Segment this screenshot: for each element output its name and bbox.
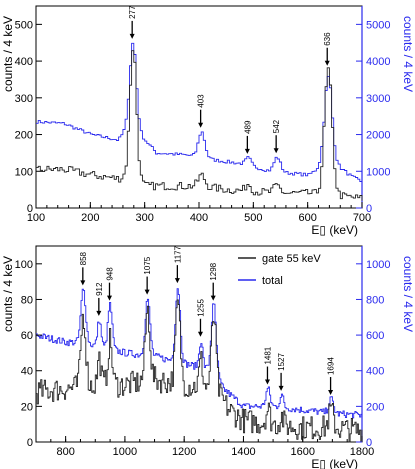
peak-arrow-head — [273, 148, 279, 154]
peak-label: 1177 — [173, 245, 182, 263]
y-right-tick-label: 0 — [366, 437, 372, 449]
peak-label: 1527 — [277, 353, 286, 371]
peak-arrow-head — [96, 310, 102, 316]
peak-label: 1075 — [143, 256, 152, 274]
y-right-tick-label: 1000 — [366, 259, 390, 271]
peak-label: 542 — [272, 119, 281, 133]
total-series-line — [36, 288, 363, 419]
y-right-tick-label: 400 — [366, 366, 384, 378]
y-left-tick-label: 400 — [15, 56, 33, 68]
y-left-tick-label: 100 — [15, 259, 33, 271]
peak-label: 1298 — [209, 262, 218, 280]
y-left-tick-label: 500 — [15, 19, 33, 31]
peak-label: 948 — [105, 267, 114, 281]
y-left-axis-label: counts / 4 keV — [1, 256, 15, 332]
x-tick-label: 1400 — [231, 446, 255, 458]
x-tick-label: 1800 — [350, 446, 374, 458]
x-tick-label: 600 — [298, 212, 316, 224]
peak-arrow-head — [80, 280, 86, 286]
y-left-tick-label: 300 — [15, 93, 33, 105]
legend-label: gate 55 keV — [262, 253, 321, 265]
x-tick-label: 200 — [81, 212, 99, 224]
peak-arrow-head — [129, 33, 135, 39]
x-tick-label: 300 — [135, 212, 153, 224]
y-right-axis-label: counts / 4 keV — [401, 256, 415, 332]
peak-arrow-head — [174, 278, 180, 284]
peak-arrow-head — [264, 379, 270, 385]
x-tick-label: 800 — [56, 446, 74, 458]
gated-series-line — [36, 50, 363, 201]
y-left-axis-label: counts / 4 keV — [1, 16, 15, 92]
panel-frame — [35, 245, 363, 443]
y-right-tick-label: 0 — [366, 203, 372, 215]
y-left-tick-label: 100 — [15, 166, 33, 178]
peak-arrow-head — [278, 385, 284, 391]
y-right-tick-label: 4000 — [366, 56, 390, 68]
y-right-tick-label: 800 — [366, 294, 384, 306]
y-right-axis-label: counts / 4 keV — [401, 16, 415, 92]
gated-series-line — [36, 299, 363, 443]
x-axis-label: E▯ (keV) — [311, 223, 358, 237]
y-left-tick-label: 80 — [21, 294, 33, 306]
x-tick-label: 100 — [27, 212, 45, 224]
peak-arrow-head — [244, 148, 250, 154]
x-tick-label: 700 — [353, 212, 371, 224]
y-left-tick-label: 0 — [27, 203, 33, 215]
peak-label: 1694 — [327, 357, 336, 375]
peak-label: 1481 — [263, 346, 272, 364]
y-right-tick-label: 200 — [366, 401, 384, 413]
x-axis-label: E▯ (keV) — [311, 457, 358, 469]
y-left-tick-label: 40 — [21, 366, 33, 378]
peak-label: 636 — [323, 32, 332, 46]
peak-arrow-head — [144, 289, 150, 295]
y-right-tick-label: 5000 — [366, 19, 390, 31]
x-tick-label: 400 — [190, 212, 208, 224]
y-right-tick-label: 1000 — [366, 166, 390, 178]
x-tick-label: 1600 — [290, 446, 314, 458]
y-right-tick-label: 3000 — [366, 93, 390, 105]
y-left-tick-label: 60 — [21, 330, 33, 342]
y-right-tick-label: 600 — [366, 330, 384, 342]
total-series-line — [36, 42, 363, 184]
peak-label: 277 — [128, 5, 137, 19]
peak-label: 1255 — [196, 298, 205, 316]
peak-label: 489 — [243, 120, 252, 134]
peak-arrow-head — [328, 390, 334, 396]
peak-arrow-head — [197, 331, 203, 337]
legend-label: total — [262, 275, 283, 287]
peak-arrow-head — [198, 122, 204, 128]
peak-label: 858 — [79, 251, 88, 265]
y-left-tick-label: 200 — [15, 130, 33, 142]
x-tick-label: 500 — [244, 212, 262, 224]
y-left-tick-label: 0 — [27, 437, 33, 449]
peak-arrow-head — [210, 295, 216, 301]
x-tick-label: 1200 — [172, 446, 196, 458]
peak-label: 403 — [197, 94, 206, 108]
peak-label: 912 — [95, 282, 104, 296]
peak-arrow-head — [324, 60, 330, 66]
y-left-tick-label: 20 — [21, 401, 33, 413]
peak-arrow-head — [106, 295, 112, 301]
y-right-tick-label: 2000 — [366, 130, 390, 142]
x-tick-label: 1000 — [113, 446, 137, 458]
